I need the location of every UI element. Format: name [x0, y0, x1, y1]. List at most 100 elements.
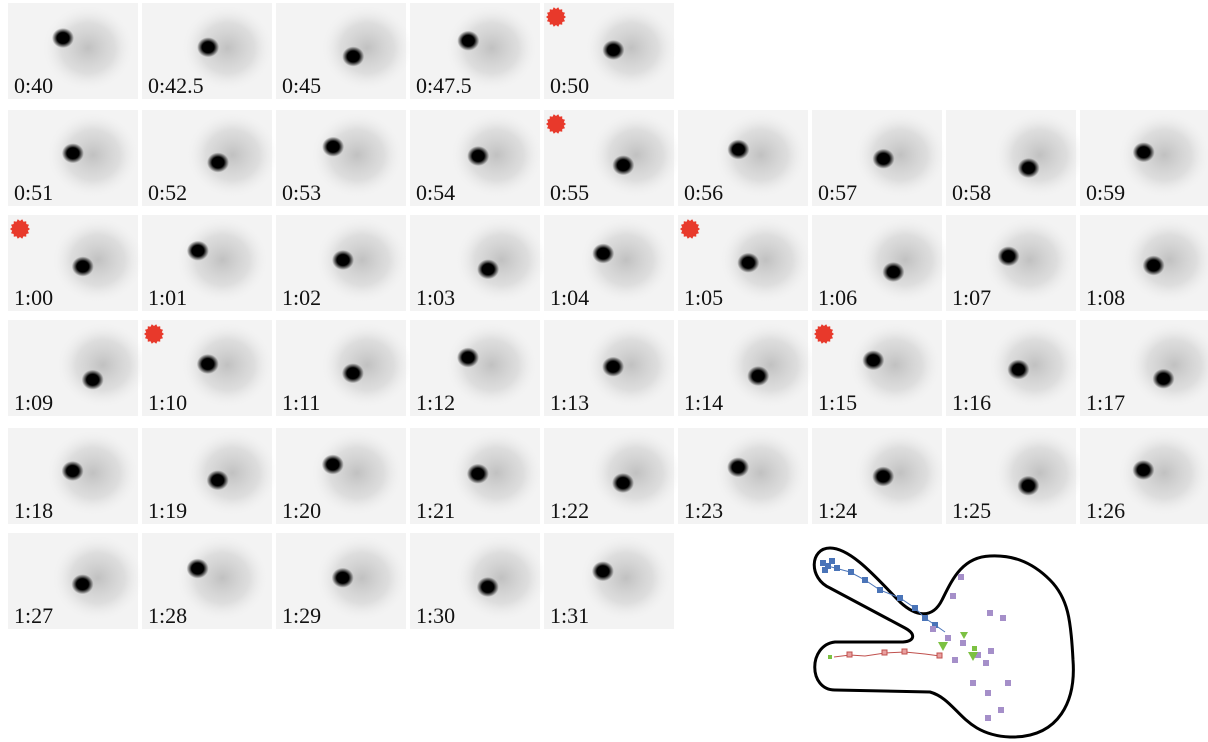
- spot: [72, 257, 94, 277]
- spot: [1132, 460, 1154, 480]
- time-label: 1:30: [416, 603, 455, 628]
- cell-cloud: [995, 431, 1085, 515]
- cell-cloud: [716, 113, 806, 197]
- spot: [747, 366, 769, 386]
- time-label: 1:08: [1086, 285, 1125, 310]
- time-label: 1:05: [684, 285, 723, 310]
- frame: 1:05: [678, 215, 811, 311]
- spot: [197, 354, 219, 374]
- frame: 0:57: [812, 110, 945, 206]
- time-label: 0:53: [282, 180, 321, 205]
- frame: 0:55: [544, 110, 681, 206]
- spot: [207, 153, 229, 173]
- time-label: 1:07: [952, 285, 991, 310]
- frame: 0:40: [8, 3, 138, 99]
- time-label: 0:57: [818, 180, 857, 205]
- time-label: 0:55: [550, 180, 589, 205]
- time-label: 1:09: [14, 390, 53, 415]
- cell-cloud: [43, 6, 133, 90]
- spot: [872, 467, 894, 487]
- frame: 1:29: [276, 533, 407, 629]
- frame: 1:15: [812, 320, 942, 416]
- red-points: [847, 649, 942, 658]
- time-label: 0:52: [148, 180, 187, 205]
- spot: [1153, 369, 1175, 389]
- spot: [342, 363, 364, 383]
- spot: [882, 262, 904, 282]
- cell-cloud: [591, 113, 681, 197]
- frame: 0:51: [8, 110, 138, 206]
- cell-cloud: [855, 113, 945, 197]
- time-label: 1:04: [550, 285, 589, 310]
- frame: 1:24: [812, 428, 945, 524]
- time-label: 0:40: [14, 73, 53, 98]
- frame: 1:27: [8, 533, 143, 629]
- time-label: 1:18: [14, 498, 53, 523]
- time-label: 1:01: [148, 285, 187, 310]
- spot: [82, 370, 104, 390]
- cell-cloud: [586, 6, 676, 90]
- frame: 1:19: [142, 428, 277, 524]
- frame: 0:47.5: [410, 3, 540, 99]
- spot: [52, 28, 74, 48]
- cell-cloud: [581, 218, 671, 302]
- frame: 0:52: [142, 110, 278, 206]
- frame: 1:10: [142, 320, 272, 416]
- frame: 0:59: [1080, 110, 1208, 206]
- time-label: 1:11: [282, 390, 320, 415]
- spot: [727, 140, 749, 160]
- cell-cloud: [995, 113, 1085, 197]
- time-label: 1:15: [818, 390, 857, 415]
- spot: [862, 350, 884, 370]
- spot: [467, 464, 489, 484]
- spot: [1143, 256, 1165, 276]
- cell-cloud: [990, 323, 1080, 407]
- cell-cloud: [177, 218, 267, 302]
- spot: [737, 253, 759, 273]
- time-label: 1:23: [684, 498, 723, 523]
- time-label: 1:13: [550, 390, 589, 415]
- spot: [1007, 360, 1029, 380]
- time-label: 1:27: [14, 603, 53, 628]
- blue-track: [824, 565, 945, 632]
- spot: [477, 259, 499, 279]
- cell-cloud: [58, 323, 148, 407]
- frame: 0:53: [276, 110, 406, 206]
- cell-cloud: [447, 323, 537, 407]
- cell-cloud: [716, 431, 806, 515]
- frame: 1:14: [678, 320, 816, 416]
- frame: 1:02: [276, 215, 407, 311]
- spot: [322, 137, 344, 157]
- frame: 0:58: [946, 110, 1085, 206]
- spot: [1133, 142, 1155, 162]
- time-label: 1:03: [416, 285, 455, 310]
- cell-cloud: [312, 113, 402, 197]
- frame: 1:03: [410, 215, 547, 311]
- cell-cloud: [452, 113, 542, 197]
- cell-cloud: [177, 536, 267, 620]
- frame: 1:04: [544, 215, 674, 311]
- time-label: 1:16: [952, 390, 991, 415]
- frame: 0:42.5: [142, 3, 273, 99]
- time-label: 0:50: [550, 73, 589, 98]
- cell-cloud: [586, 323, 676, 407]
- spot: [457, 31, 479, 51]
- spot: [467, 146, 489, 166]
- figure: 0:400:42.50:450:47.50:500:510:520:530:54…: [0, 0, 1208, 742]
- spot: [322, 455, 344, 475]
- cell-cloud: [451, 431, 541, 515]
- spot: [62, 461, 84, 481]
- cell-cloud: [53, 218, 143, 302]
- spot: [72, 574, 94, 594]
- frame: 1:17: [1080, 320, 1208, 416]
- cell-cloud: [591, 431, 681, 515]
- time-label: 1:12: [416, 390, 455, 415]
- frame: 1:25: [946, 428, 1085, 524]
- cell-cloud: [1119, 431, 1208, 515]
- time-label: 0:42.5: [148, 73, 204, 98]
- frame: 1:01: [142, 215, 272, 311]
- spot: [477, 577, 499, 597]
- cell-cloud: [322, 323, 412, 407]
- spot: [187, 241, 209, 261]
- frame: 1:09: [8, 320, 148, 416]
